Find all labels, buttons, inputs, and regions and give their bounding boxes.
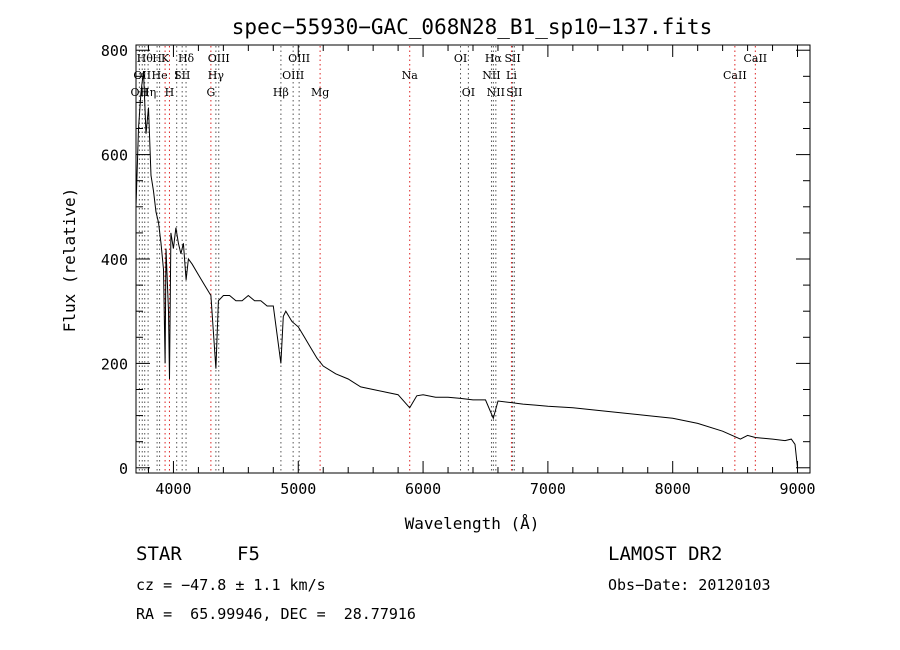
spectrum-series bbox=[135, 71, 798, 468]
y-tick-label: 400 bbox=[101, 251, 128, 269]
spectral-line-label: SII bbox=[504, 52, 520, 65]
plot-frame bbox=[135, 44, 811, 474]
chart-title: spec−55930−GAC_068N28_B1_sp10−137.fits bbox=[232, 15, 712, 39]
x-tick-label: 7000 bbox=[530, 480, 566, 498]
object-class: STAR bbox=[136, 543, 182, 565]
spectral-line-label: Hη bbox=[140, 86, 156, 99]
spectral-line-label: Hβ bbox=[273, 86, 289, 99]
spectral-line-label: NII bbox=[482, 69, 500, 82]
observation-date: Obs−Date: 20120103 bbox=[608, 576, 771, 594]
survey-name: LAMOST DR2 bbox=[608, 543, 723, 565]
spectral-line-label: Hα bbox=[485, 52, 503, 65]
x-tick-label: 6000 bbox=[405, 480, 441, 498]
spectral-line-label: OIII bbox=[288, 52, 310, 65]
x-tick-label: 5000 bbox=[280, 480, 316, 498]
spectral-line-label: Mg bbox=[311, 86, 329, 99]
spectral-line-label: Li bbox=[506, 69, 517, 82]
x-tick-label: 8000 bbox=[655, 480, 691, 498]
spectral-line-label: K bbox=[161, 52, 170, 65]
spectral-line-label: He bbox=[152, 69, 168, 82]
spectral-line-label: CaII bbox=[723, 69, 747, 82]
coordinates-text: RA = 65.99946, DEC = 28.77916 bbox=[136, 605, 416, 623]
x-tick-label: 4000 bbox=[155, 480, 191, 498]
object-subclass: F5 bbox=[237, 543, 260, 565]
spectral-line-label: SII bbox=[506, 86, 522, 99]
spectral-line-label: I bbox=[175, 69, 179, 82]
y-tick-label: 0 bbox=[119, 460, 128, 478]
spectral-line-label: OIII bbox=[208, 52, 230, 65]
axes: 4000 5000 6000 7000 8000 9000 0 200 400 600 800 bbox=[101, 42, 816, 498]
y-axis-label: Flux (relative) bbox=[60, 188, 79, 333]
spectral-line-label: H bbox=[165, 86, 175, 99]
spectral-line-label: SII bbox=[174, 69, 190, 82]
spectral-line-label: OIII bbox=[282, 69, 304, 82]
spectral-line-label: Hθ bbox=[137, 52, 154, 65]
spectral-line-label: OI bbox=[454, 52, 467, 65]
spectral-line-label: G bbox=[206, 86, 215, 99]
spectral-line-label: Hγ bbox=[208, 69, 225, 82]
spectral-line-label: H bbox=[152, 52, 162, 65]
y-tick-label: 600 bbox=[101, 147, 128, 165]
spectral-line-label: CaII bbox=[743, 52, 767, 65]
y-tick-label: 200 bbox=[101, 355, 128, 373]
spectral-line-label: Na bbox=[402, 69, 419, 82]
x-tick-label: 9000 bbox=[779, 480, 815, 498]
spectral-line-label: Hδ bbox=[178, 52, 195, 65]
spectral-line-label: NII bbox=[487, 86, 505, 99]
redshift-text: cz = −47.8 ± 1.1 km/s bbox=[136, 576, 326, 594]
spectral-line-markers: OIIOIIHθHηHHeKHISIIHδGHγOIIIHβOIIIOIIIMg… bbox=[131, 46, 767, 472]
spectrum-line bbox=[135, 71, 798, 468]
x-axis-label: Wavelength (Å) bbox=[405, 514, 540, 533]
spectral-line-label: OI bbox=[462, 86, 475, 99]
y-tick-label: 800 bbox=[101, 42, 128, 60]
spectral-line-label: OII bbox=[133, 69, 151, 82]
